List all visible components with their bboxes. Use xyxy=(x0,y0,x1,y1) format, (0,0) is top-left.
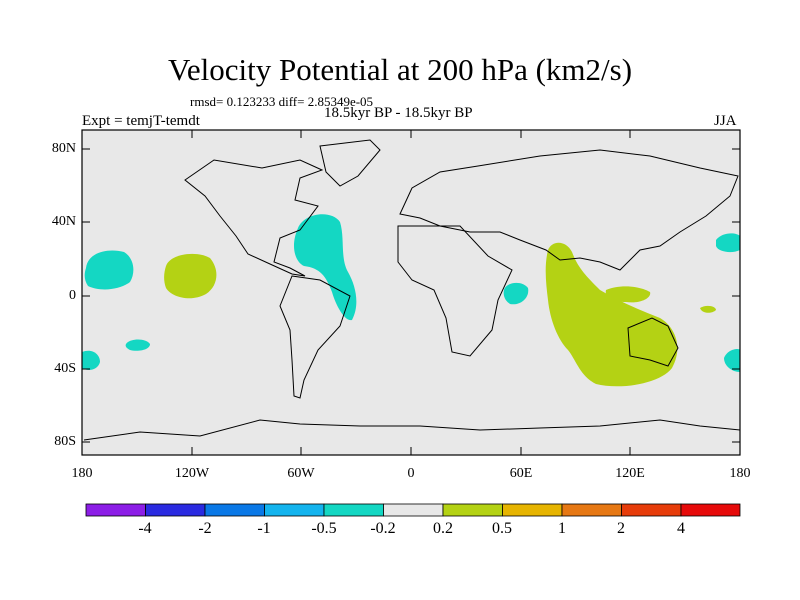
colorbar-label: 0.5 xyxy=(492,520,512,537)
anomaly-region-nw-pacific xyxy=(716,233,740,253)
coastline-australia xyxy=(627,317,679,367)
colorbar-label: -0.2 xyxy=(370,520,396,537)
anomaly-region-eastern-pacific xyxy=(164,253,217,299)
lat-label-80s: 80S xyxy=(54,434,76,449)
lon-label-60e: 60E xyxy=(509,466,533,481)
coastline-europe-asia xyxy=(399,149,739,271)
colorbar xyxy=(85,503,741,517)
colorbar-box-5 xyxy=(323,503,384,517)
anomaly-region-atlantic xyxy=(293,214,357,321)
positive-anomaly-regions xyxy=(164,242,716,387)
colorbar-label: -0.5 xyxy=(311,520,337,537)
lon-label-180e: 180 xyxy=(729,466,751,481)
colorbar-label: -1 xyxy=(257,520,271,537)
colorbar-box-9 xyxy=(561,503,622,517)
lat-label-0: 0 xyxy=(69,288,76,303)
axis-ticks xyxy=(81,130,741,455)
coastline-north-america xyxy=(184,159,324,277)
coastlines xyxy=(83,139,741,441)
anomaly-region-central-pacific xyxy=(84,250,134,290)
colorbar-box-8 xyxy=(502,503,563,517)
colorbar-label: -2 xyxy=(198,520,212,537)
colorbar-label: 1 xyxy=(558,520,566,537)
stats-line: rmsd= 0.123233 diff= 2.85349e-05 xyxy=(190,94,374,109)
subtitle: 18.5kyr BP - 18.5kyr BP xyxy=(324,105,473,121)
colorbar-box-10 xyxy=(621,503,682,517)
anomaly-region-sw-pacific xyxy=(724,348,740,372)
season-label: JJA xyxy=(714,113,737,129)
anomaly-region-west-edge xyxy=(82,350,100,370)
colorbar-box-1 xyxy=(85,503,146,517)
coastline-greenland xyxy=(319,139,381,187)
coastline-south-america xyxy=(279,275,351,399)
anomaly-region-east-africa xyxy=(503,282,529,305)
colorbar-label: 2 xyxy=(617,520,625,537)
lat-label-40n: 40N xyxy=(51,214,76,229)
coastline-africa xyxy=(397,225,513,357)
lon-label-0: 0 xyxy=(407,466,415,481)
page-title: Velocity Potential at 200 hPa (km2/s) xyxy=(167,52,633,87)
colorbar-label: 0.2 xyxy=(433,520,453,537)
experiment-label: Expt = temjT-temdt xyxy=(82,113,200,129)
lon-label-120w: 120W xyxy=(174,466,210,481)
negative-anomaly-regions xyxy=(82,214,740,372)
lon-label-60w: 60W xyxy=(287,466,315,481)
colorbar-box-6 xyxy=(383,503,444,517)
colorbar-box-4 xyxy=(264,503,325,517)
lat-label-80n: 80N xyxy=(51,141,76,156)
anomaly-region-west-pacific xyxy=(700,305,716,313)
anomaly-region-indian-ocean xyxy=(545,242,678,387)
colorbar-box-11 xyxy=(680,503,741,517)
anomaly-region-south-pacific xyxy=(125,339,150,351)
anomaly-region-maritime-continent xyxy=(605,286,651,303)
colorbar-label: -4 xyxy=(138,520,152,537)
lon-label-180w: 180 xyxy=(71,466,93,481)
colorbar-box-3 xyxy=(204,503,265,517)
lat-label-40s: 40S xyxy=(54,361,76,376)
colorbar-box-7 xyxy=(442,503,503,517)
colorbar-box-2 xyxy=(145,503,206,517)
colorbar-label: 4 xyxy=(677,520,685,537)
lon-label-120e: 120E xyxy=(615,466,645,481)
coastline-antarctica xyxy=(83,419,741,441)
